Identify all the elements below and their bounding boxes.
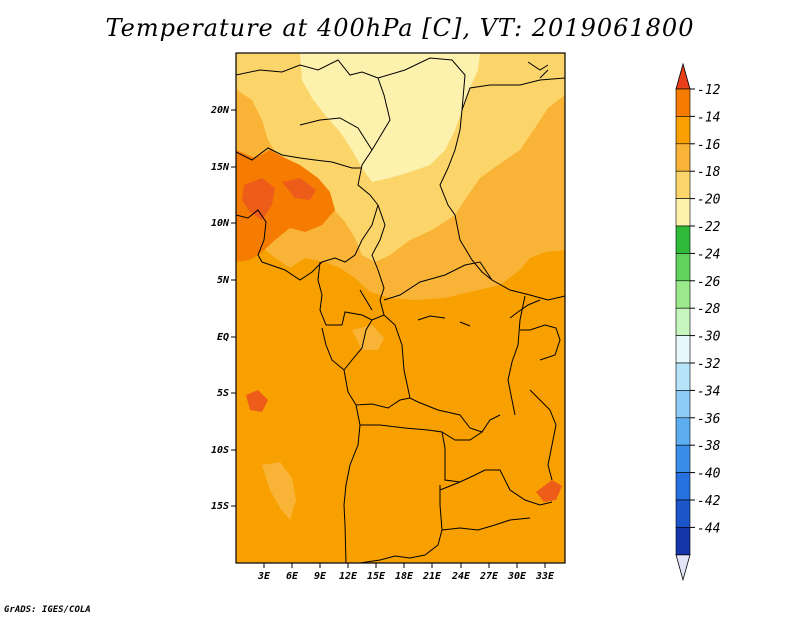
map-frame	[235, 52, 566, 564]
colorbar-segment	[675, 253, 691, 282]
colorbar-segment	[675, 390, 691, 419]
lon-label: 12E	[339, 571, 358, 582]
colorbar-label: -34	[697, 384, 720, 399]
lat-label: 5N	[217, 275, 230, 286]
lon-label: 6E	[286, 571, 299, 582]
colorbar-segment	[675, 280, 691, 309]
colorbar-segment	[675, 88, 691, 117]
colorbar-segment	[675, 170, 691, 199]
colorbar-label: -22	[697, 220, 721, 235]
colorbar-label: -30	[697, 330, 721, 345]
lon-label: 30E	[507, 571, 527, 582]
lon-label: 33E	[535, 571, 555, 582]
lon-label: 18E	[395, 571, 414, 582]
lat-label: 20N	[210, 105, 230, 116]
lat-label: 15N	[211, 162, 230, 173]
colorbar-label: -42	[697, 494, 721, 509]
lon-label: 24E	[451, 571, 471, 582]
colorbar-segment	[675, 307, 691, 336]
map-title: Temperature at 400hPa [C], VT: 201906180…	[105, 14, 695, 42]
field-level-m20	[300, 53, 480, 182]
colorbar-label: -18	[697, 165, 721, 180]
colorbar-label: -44	[697, 521, 720, 536]
colorbar-label: -28	[697, 302, 721, 317]
lat-axis: 20N 15N 10N 5N EQ 5S 10S 15S	[210, 105, 236, 512]
colorbar-segment	[675, 527, 691, 556]
colorbar-label: -32	[697, 357, 721, 372]
lon-label: 3E	[257, 571, 271, 582]
lat-label: EQ	[217, 332, 229, 343]
colorbar-top-arrow	[675, 62, 691, 90]
colorbar-label: -26	[697, 275, 721, 290]
colorbar-segment	[675, 417, 691, 446]
colorbar: -12 -14 -16 -18 -20 -22 -24 -26 -28 -30 -32 -34 -36 -…	[675, 62, 721, 582]
lon-axis: 3E 6E 9E 12E 15E 18E 21E 24E 27E 30E 33E	[257, 563, 555, 582]
footer-credit: GrADS: IGES/COLA	[4, 605, 91, 615]
lat-label: 10N	[211, 218, 230, 229]
lon-label: 15E	[367, 571, 386, 582]
lat-label: 15S	[211, 501, 229, 512]
country-borders	[236, 57, 565, 563]
colorbar-label: -20	[697, 193, 721, 208]
colorbar-label: -36	[697, 412, 721, 427]
field-level-m14	[236, 150, 335, 262]
lon-label: 21E	[422, 571, 442, 582]
colorbar-label: -14	[697, 110, 720, 125]
colorbar-label: -12	[697, 83, 721, 98]
colorbar-segment	[675, 472, 691, 501]
colorbar-segment	[675, 225, 691, 254]
colorbar-segment	[675, 335, 691, 364]
colorbar-label: -16	[697, 138, 721, 153]
lat-label: 10S	[211, 445, 229, 456]
field-hot-spot	[242, 178, 275, 220]
temperature-field	[236, 53, 565, 563]
colorbar-segment	[675, 198, 691, 227]
colorbar-segment	[675, 143, 691, 172]
colorbar-bottom-arrow	[675, 554, 691, 582]
lon-label: 27E	[479, 571, 499, 582]
lon-label: 9E	[314, 571, 327, 582]
colorbar-label: -38	[697, 439, 721, 454]
colorbar-segment	[675, 362, 691, 391]
colorbar-segment	[675, 444, 691, 473]
colorbar-label: -40	[697, 467, 721, 482]
colorbar-segment	[675, 116, 691, 145]
colorbar-label: -24	[697, 247, 720, 262]
lat-label: 5S	[217, 388, 229, 399]
colorbar-segment	[675, 499, 691, 528]
